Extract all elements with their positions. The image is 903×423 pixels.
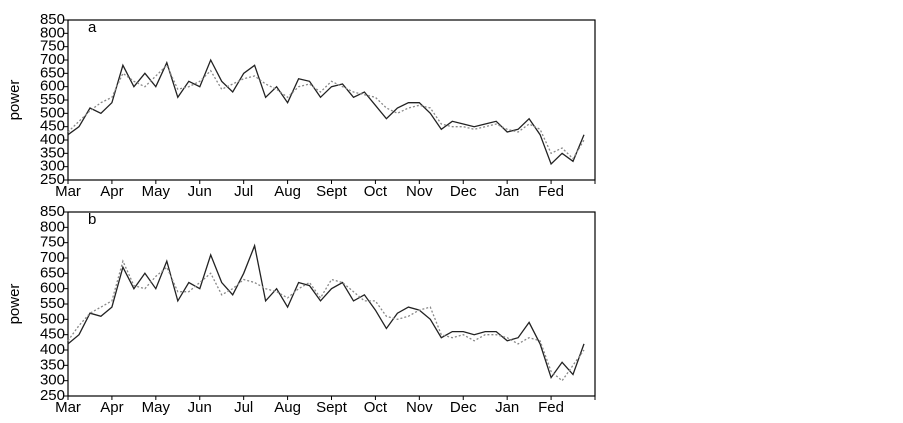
x-tick-label: Mar bbox=[55, 183, 81, 200]
y-tick-label: 600 bbox=[40, 78, 65, 95]
y-tick-label: 550 bbox=[40, 91, 65, 108]
x-tick-label: Apr bbox=[100, 183, 123, 200]
x-tick-label: May bbox=[142, 183, 171, 200]
series-line bbox=[67, 259, 585, 382]
y-axis-label: power bbox=[6, 80, 23, 121]
y-tick-label: 800 bbox=[40, 24, 65, 41]
y-tick-label: 350 bbox=[40, 144, 65, 161]
x-tick-label: Fed bbox=[538, 399, 564, 416]
x-tick-label: May bbox=[142, 399, 171, 416]
y-tick-label: 850 bbox=[40, 11, 65, 28]
x-tick-label: Jan bbox=[495, 399, 519, 416]
x-tick-label: Aug bbox=[274, 399, 301, 416]
x-tick-label: Jun bbox=[188, 183, 212, 200]
x-tick-label: Jan bbox=[495, 183, 519, 200]
x-tick-label: Jul bbox=[234, 399, 253, 416]
y-tick-label: 250 bbox=[40, 171, 65, 188]
series-line bbox=[67, 243, 585, 380]
y-tick-label: 300 bbox=[40, 158, 65, 175]
y-tick-label: 550 bbox=[40, 295, 65, 312]
plot-frame bbox=[67, 211, 596, 397]
y-tick-label: 700 bbox=[40, 249, 65, 266]
panel-label: b bbox=[88, 211, 96, 228]
y-tick-label: 400 bbox=[40, 131, 65, 148]
y-tick-label: 750 bbox=[40, 38, 65, 55]
y-tick-label: 250 bbox=[40, 387, 65, 404]
y-tick-label: 350 bbox=[40, 356, 65, 373]
x-tick-label: Dec bbox=[450, 399, 477, 416]
x-tick-label: Oct bbox=[364, 183, 388, 200]
y-tick-label: 800 bbox=[40, 218, 65, 235]
y-tick-label: 650 bbox=[40, 264, 65, 281]
series-line bbox=[67, 58, 585, 166]
y-tick-label: 500 bbox=[40, 104, 65, 121]
y-axis-label: power bbox=[6, 284, 23, 325]
y-tick-label: 450 bbox=[40, 118, 65, 135]
series-line bbox=[67, 64, 585, 160]
y-tick-label: 600 bbox=[40, 280, 65, 297]
x-tick-label: Oct bbox=[364, 399, 388, 416]
x-tick-label: Jul bbox=[234, 183, 253, 200]
y-tick-label: 400 bbox=[40, 341, 65, 358]
x-tick-label: Jun bbox=[188, 399, 212, 416]
x-tick-label: Aug bbox=[274, 183, 301, 200]
x-tick-label: Dec bbox=[450, 183, 477, 200]
x-tick-label: Apr bbox=[100, 399, 123, 416]
plot-frame bbox=[67, 19, 596, 181]
x-tick-label: Sept bbox=[316, 399, 348, 416]
x-tick-label: Nov bbox=[406, 183, 433, 200]
x-tick-label: Sept bbox=[316, 183, 348, 200]
x-tick-label: Mar bbox=[55, 399, 81, 416]
y-tick-label: 850 bbox=[40, 203, 65, 220]
y-tick-label: 300 bbox=[40, 372, 65, 389]
y-tick-label: 750 bbox=[40, 234, 65, 251]
panel-label: a bbox=[88, 19, 97, 36]
x-tick-label: Nov bbox=[406, 399, 433, 416]
y-tick-label: 650 bbox=[40, 64, 65, 81]
y-tick-label: 450 bbox=[40, 326, 65, 343]
y-tick-label: 500 bbox=[40, 310, 65, 327]
y-tick-label: 700 bbox=[40, 51, 65, 68]
x-tick-label: Fed bbox=[538, 183, 564, 200]
